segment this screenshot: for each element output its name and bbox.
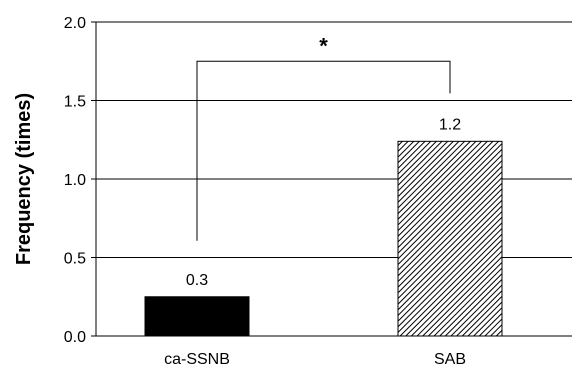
data-labels: 0.3 1.2 (186, 116, 461, 288)
y-axis-label: Frequency (times) (13, 93, 35, 265)
x-tick-labels: ca-SSNB SAB (164, 351, 466, 368)
y-tick-label: 1.0 (64, 172, 86, 189)
bar-ca-ssnb (144, 296, 250, 337)
y-tick-label: 0.5 (64, 251, 86, 268)
x-tick-label: SAB (434, 351, 466, 368)
x-tick-label: ca-SSNB (164, 351, 230, 368)
y-tick-label: 0.0 (64, 329, 86, 346)
significance-marker: * (319, 33, 328, 58)
significance-line (196, 60, 451, 241)
y-tick-label: 1.5 (64, 94, 86, 111)
bar-sab (397, 140, 503, 337)
axes (95, 22, 572, 337)
data-label: 0.3 (186, 272, 208, 289)
data-label: 1.2 (439, 116, 461, 133)
significance-bracket: * (196, 33, 451, 241)
y-tick-labels: 0.0 0.5 1.0 1.5 2.0 (64, 15, 86, 346)
y-tick-label: 2.0 (64, 15, 86, 32)
bars (144, 140, 503, 337)
